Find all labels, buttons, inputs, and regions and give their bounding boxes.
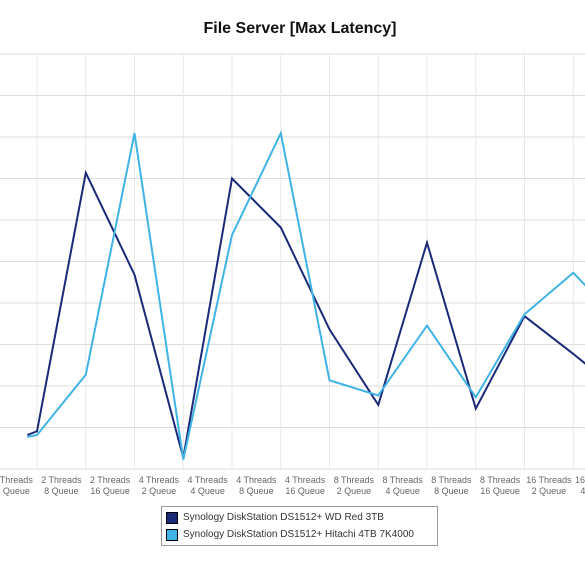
legend-swatch-wd-red — [166, 511, 178, 524]
x-tick-label: 8 Threads 4 Queue — [382, 475, 423, 496]
series-lines — [26, 130, 585, 460]
x-tick-label: 2 Threads 8 Queue — [41, 475, 82, 496]
x-tick-label: 16 Threads 2 Queue — [526, 475, 572, 496]
legend-label-hitachi: Synology DiskStation DS1512+ Hitachi 4TB… — [183, 529, 414, 540]
chart-title: File Server [Max Latency] — [203, 20, 397, 37]
legend-item-hitachi: Synology DiskStation DS1512+ Hitachi 4TB… — [166, 526, 437, 543]
series-line-0 — [26, 169, 585, 458]
x-tick-label: 4 Threads 4 Queue — [187, 475, 228, 496]
legend-item-wd-red: Synology DiskStation DS1512+ WD Red 3TB — [166, 509, 437, 526]
legend: Synology DiskStation DS1512+ WD Red 3TB … — [161, 506, 438, 546]
horizontal-gridlines — [0, 53, 585, 470]
series-line-1 — [27, 130, 585, 460]
legend-swatch-hitachi — [166, 528, 178, 541]
x-tick-label: 8 Threads 16 Queue — [480, 475, 521, 496]
x-tick-label: 2 Threads 16 Queue — [90, 475, 131, 496]
vertical-gridlines — [36, 54, 574, 469]
x-tick-label: 4 Threads 16 Queue — [285, 475, 326, 496]
x-tick-label: 4 Threads 2 Queue — [139, 475, 180, 496]
x-tick-label: 8 Threads 2 Queue — [334, 475, 375, 496]
x-tick-label: 8 Threads 8 Queue — [431, 475, 472, 496]
x-tick-label: 4 Threads 8 Queue — [236, 475, 277, 496]
legend-label-wd-red: Synology DiskStation DS1512+ WD Red 3TB — [183, 512, 384, 523]
